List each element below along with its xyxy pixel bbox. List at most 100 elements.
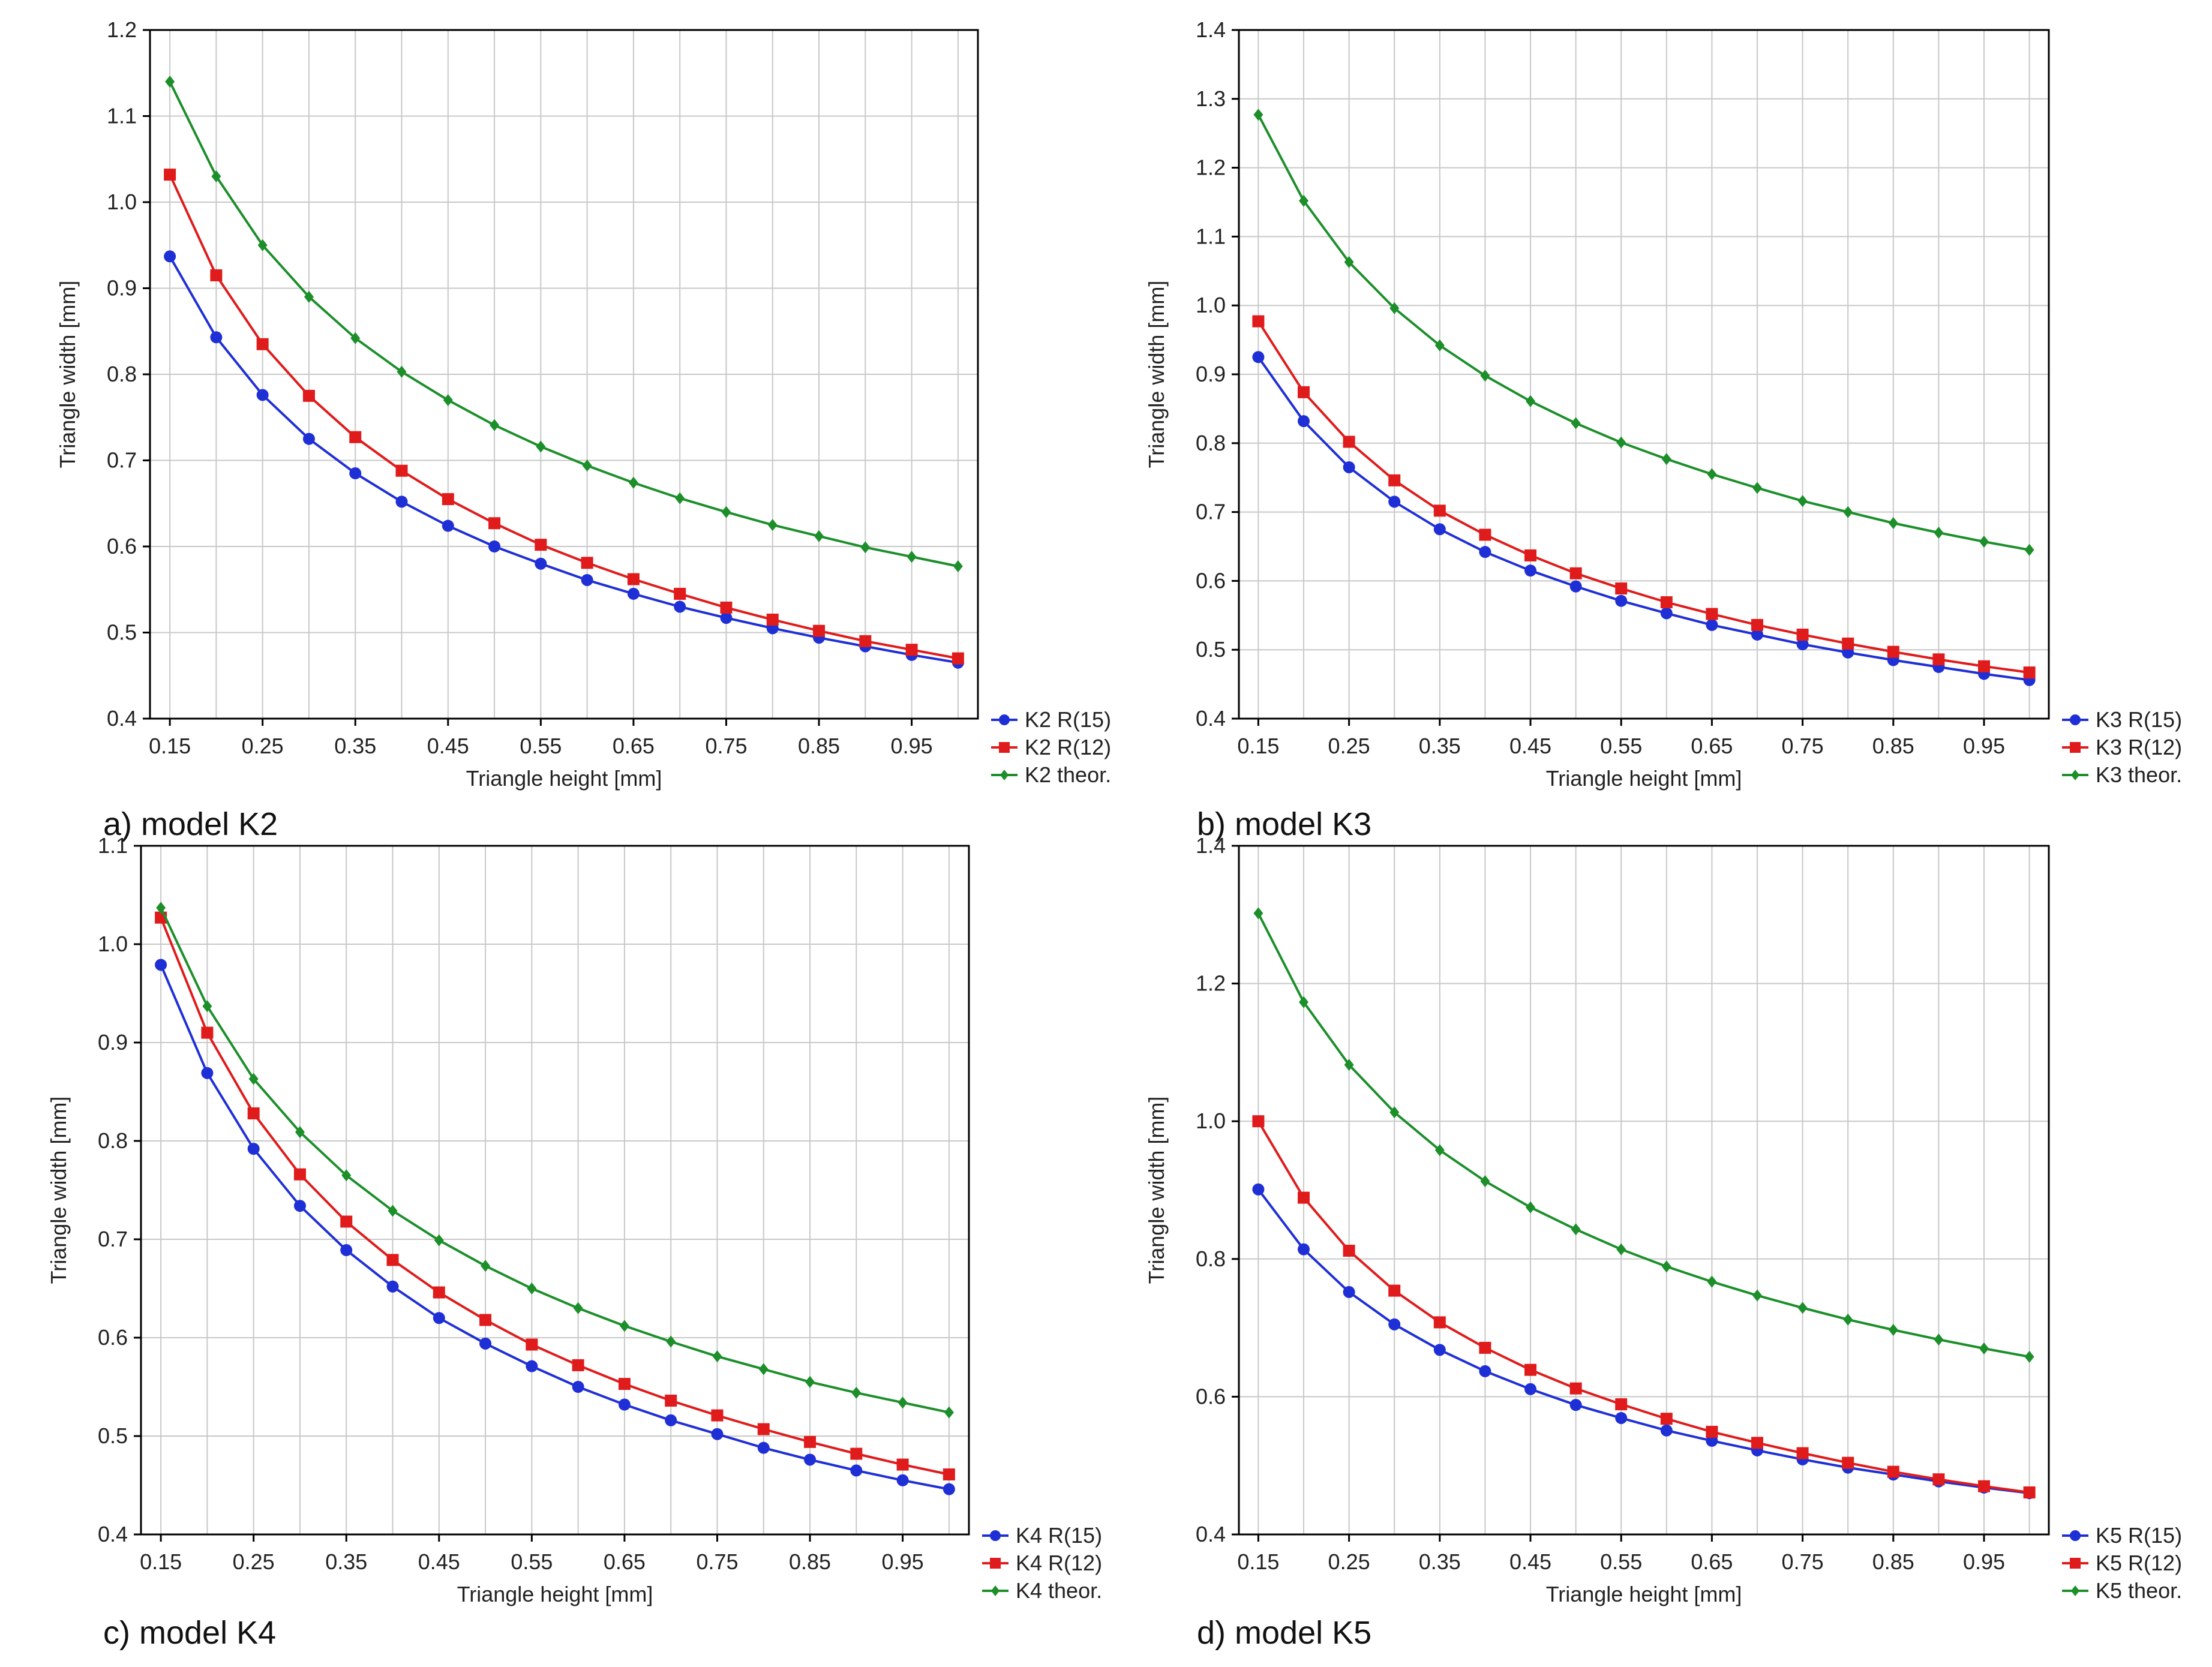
data-point — [1298, 1243, 1310, 1255]
legend-label: K5 R(12) — [2096, 1551, 2182, 1575]
legend-marker — [2070, 1558, 2081, 1569]
y-tick-label: 1.2 — [1196, 155, 1226, 180]
legend-marker — [999, 742, 1010, 753]
data-point — [1569, 580, 1582, 593]
legend: K2 R(15) K2 R(12) K2 theor. — [991, 707, 1111, 787]
y-tick-label: 1.4 — [1196, 17, 1226, 42]
data-point — [386, 1254, 399, 1266]
y-tick-label: 1.1 — [107, 104, 137, 128]
data-point — [1661, 453, 1671, 465]
data-point — [1979, 535, 1989, 548]
x-axis-label: Triangle height [mm] — [457, 1582, 653, 1606]
data-point — [442, 493, 454, 506]
y-tick-label: 0.8 — [1196, 431, 1226, 455]
y-tick-label: 1.4 — [1196, 833, 1226, 858]
data-point — [490, 419, 500, 431]
series-line — [1257, 114, 2030, 551]
panel-caption: b) model K3 — [1197, 806, 1371, 842]
legend-marker — [1000, 770, 1009, 780]
data-point — [1934, 527, 1944, 539]
data-point — [442, 519, 454, 532]
series-line — [1257, 912, 2030, 1358]
data-point — [1343, 461, 1355, 473]
data-point — [1843, 506, 1853, 518]
data-point — [1571, 417, 1581, 429]
y-tick-label: 0.4 — [1196, 1522, 1226, 1546]
x-tick-label: 0.85 — [798, 734, 840, 758]
data-point — [850, 1464, 863, 1477]
data-point — [1888, 1324, 1898, 1336]
data-point — [1480, 1175, 1490, 1188]
y-tick-label: 0.9 — [98, 1030, 128, 1055]
data-point — [1887, 645, 1899, 658]
data-point — [1887, 1465, 1899, 1478]
x-axis-label: Triangle height [mm] — [1546, 766, 1742, 791]
data-point — [850, 1447, 863, 1460]
data-point — [851, 1386, 862, 1399]
data-point — [1797, 1302, 1808, 1314]
series-3 — [1253, 109, 2034, 556]
data-point — [1707, 468, 1717, 480]
data-point — [1932, 1473, 1945, 1486]
data-point — [1344, 1059, 1354, 1071]
data-point — [256, 338, 269, 350]
y-tick-label: 0.6 — [1196, 568, 1226, 593]
legend-marker — [999, 714, 1010, 725]
data-point — [488, 540, 501, 552]
y-tick-label: 1.2 — [1196, 971, 1226, 996]
data-point — [1479, 528, 1491, 541]
data-point — [898, 1396, 908, 1409]
series-1 — [155, 959, 955, 1495]
data-point — [720, 612, 733, 624]
data-point — [1752, 482, 1762, 494]
data-point — [397, 365, 407, 378]
x-tick-label: 0.65 — [613, 734, 655, 758]
x-tick-label: 0.55 — [511, 1549, 553, 1574]
data-point — [1615, 582, 1628, 595]
data-point — [1524, 564, 1536, 577]
y-tick-label: 0.7 — [1196, 500, 1226, 524]
plot-frame — [140, 845, 970, 1536]
data-point — [211, 170, 221, 182]
series-line — [169, 174, 959, 660]
data-point — [2023, 1486, 2036, 1498]
data-point — [395, 464, 408, 477]
data-point — [201, 1026, 214, 1039]
data-point — [1569, 1382, 1582, 1395]
series-line — [1257, 320, 2030, 674]
legend-marker — [2071, 770, 2079, 780]
y-tick-label: 0.5 — [107, 620, 137, 645]
data-point — [1660, 1424, 1673, 1437]
data-point — [165, 76, 175, 88]
data-point — [711, 1428, 724, 1440]
data-point — [202, 1000, 212, 1013]
data-point — [1796, 628, 1809, 641]
series-line — [160, 964, 950, 1491]
y-tick-label: 0.4 — [98, 1522, 128, 1546]
data-point — [572, 1359, 584, 1371]
data-point — [479, 1337, 492, 1350]
data-point — [341, 1169, 352, 1182]
data-point — [1433, 504, 1446, 517]
data-point — [2023, 666, 2036, 679]
data-point — [2024, 543, 2034, 556]
x-tick-label: 0.15 — [1237, 1549, 1279, 1574]
data-point — [434, 1234, 444, 1247]
series-2 — [1252, 315, 2036, 679]
y-tick-label: 0.9 — [1196, 362, 1226, 386]
data-point — [1615, 594, 1628, 607]
data-point — [164, 169, 176, 181]
data-point — [1388, 1318, 1401, 1330]
x-axis-label: Triangle height [mm] — [1546, 1582, 1742, 1606]
data-point — [1434, 1144, 1445, 1157]
legend-label: K2 theor. — [1025, 762, 1111, 787]
data-point — [905, 644, 918, 656]
data-point — [1343, 435, 1355, 448]
data-point — [535, 539, 547, 551]
panel-caption: d) model K5 — [1197, 1615, 1371, 1651]
data-point — [1252, 1183, 1265, 1196]
data-point — [481, 1260, 491, 1272]
data-point — [1433, 1344, 1446, 1356]
data-point — [2024, 1350, 2034, 1363]
data-point — [1252, 351, 1265, 364]
